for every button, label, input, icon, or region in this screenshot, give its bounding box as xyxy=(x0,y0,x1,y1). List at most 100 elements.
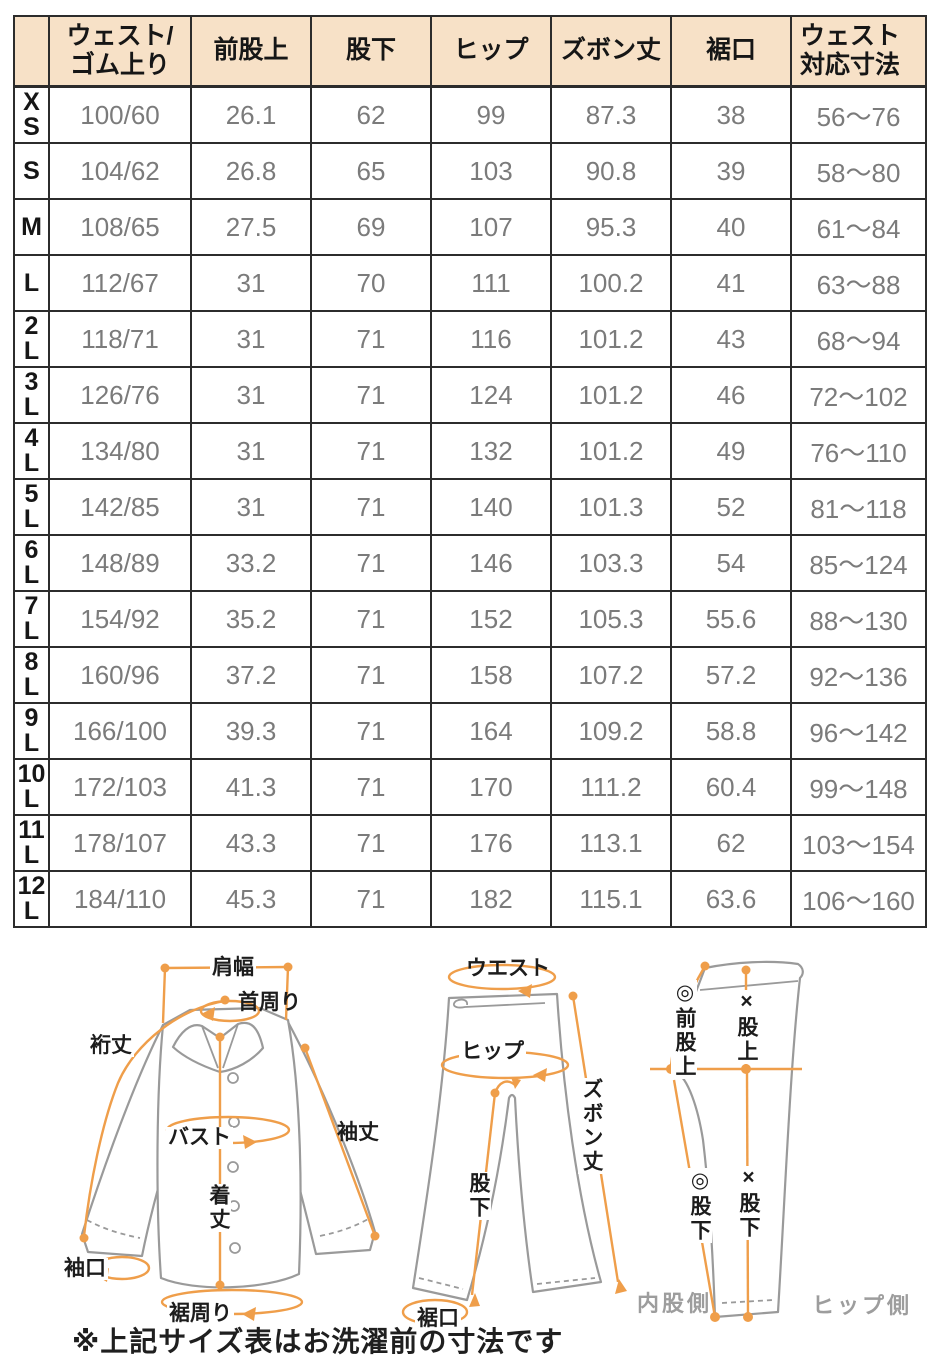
size-value-cell: 142/85 xyxy=(48,478,192,536)
size-value-cell: 88～130 xyxy=(790,590,927,648)
size-value-cell: 90.8 xyxy=(550,142,672,200)
label-shoulder-width: 肩幅 xyxy=(210,956,256,980)
label-neck: 首周り xyxy=(238,991,301,1014)
label-front-rise: ◎前股上 xyxy=(671,980,698,1079)
label-inseam-front-side: ◎股下 xyxy=(686,1168,713,1243)
label-yuki: 裄丈 xyxy=(88,1034,134,1058)
size-value-cell: 31 xyxy=(190,310,312,368)
size-value-cell: 116 xyxy=(430,310,552,368)
size-value-cell: 58～80 xyxy=(790,142,927,200)
size-value-cell: 152 xyxy=(430,590,552,648)
size-value-cell: 118/71 xyxy=(48,310,192,368)
table-row: M 108/65 27.5 69 107 95.3 40 61～84 xyxy=(13,198,927,256)
size-value-cell: 126/76 xyxy=(48,366,192,424)
column-header: 前股上 xyxy=(190,15,312,88)
size-value-cell: 104/62 xyxy=(48,142,192,200)
table-row: 6 L 148/89 33.2 71 146 103.3 54 85～124 xyxy=(13,534,927,592)
size-value-cell: 111.2 xyxy=(550,758,672,816)
size-value-cell: 146 xyxy=(430,534,552,592)
label-bust: バスト xyxy=(166,1126,233,1150)
size-value-cell: 55.6 xyxy=(670,590,792,648)
table-row: 5 L 142/85 31 71 140 101.3 52 81～118 xyxy=(13,478,927,536)
size-value-cell: 160/96 xyxy=(48,646,192,704)
size-value-cell: 56～76 xyxy=(790,85,927,144)
size-value-cell: 113.1 xyxy=(550,814,672,872)
size-value-cell: 58.8 xyxy=(670,702,792,760)
size-value-cell: 103～154 xyxy=(790,814,927,872)
pants-front-measure-diagram xyxy=(401,963,627,1326)
size-label: 10 L xyxy=(13,758,50,816)
size-value-cell: 26.1 xyxy=(190,85,312,144)
size-value-cell: 100/60 xyxy=(48,85,192,144)
size-value-cell: 112/67 xyxy=(48,254,192,312)
size-value-cell: 71 xyxy=(310,646,432,704)
size-value-cell: 140 xyxy=(430,478,552,536)
size-value-cell: 71 xyxy=(310,758,432,816)
size-value-cell: 101.2 xyxy=(550,310,672,368)
size-label: 11 L xyxy=(13,814,50,872)
size-label: S xyxy=(13,142,50,200)
label-sleeve-length: 袖丈 xyxy=(337,1121,379,1144)
size-value-cell: 124 xyxy=(430,366,552,424)
size-value-cell: 40 xyxy=(670,198,792,256)
column-header xyxy=(13,15,50,88)
size-value-cell: 54 xyxy=(670,534,792,592)
size-value-cell: 105.3 xyxy=(550,590,672,648)
table-row: 3 L 126/76 31 71 124 101.2 46 72～102 xyxy=(13,366,927,424)
label-waist: ウエスト xyxy=(466,957,550,980)
size-value-cell: 95.3 xyxy=(550,198,672,256)
size-label: L xyxy=(13,254,50,312)
table-row: 4 L 134/80 31 71 132 101.2 49 76～110 xyxy=(13,422,927,480)
size-value-cell: 101.2 xyxy=(550,422,672,480)
size-label: M xyxy=(13,198,50,256)
size-value-cell: 107 xyxy=(430,198,552,256)
column-header: ウェスト/ゴム上り xyxy=(48,15,192,88)
label-body-length: 着丈 xyxy=(205,1184,232,1232)
size-value-cell: 76～110 xyxy=(790,422,927,480)
size-value-cell: 62 xyxy=(670,814,792,872)
size-value-cell: 101.3 xyxy=(550,478,672,536)
size-value-cell: 65 xyxy=(310,142,432,200)
size-value-cell: 132 xyxy=(430,422,552,480)
table-row: 12 L 184/110 45.3 71 182 115.1 63.6 106～160 xyxy=(13,870,927,928)
size-value-cell: 164 xyxy=(430,702,552,760)
size-value-cell: 63.6 xyxy=(670,870,792,928)
column-header: 裾口 xyxy=(670,15,792,88)
size-value-cell: 71 xyxy=(310,422,432,480)
table-row: 2 L 118/71 31 71 116 101.2 43 68～94 xyxy=(13,310,927,368)
size-label: 12 L xyxy=(13,870,50,928)
size-value-cell: 87.3 xyxy=(550,85,672,144)
table-row: 11 L 178/107 43.3 71 176 113.1 62 103～154 xyxy=(13,814,927,872)
size-value-cell: 61～84 xyxy=(790,198,927,256)
size-value-cell: 92～136 xyxy=(790,646,927,704)
table-body: X S 100/60 26.1 62 99 87.3 38 56～76 S 104/62 26.8 65… xyxy=(13,85,927,928)
size-value-cell: 26.8 xyxy=(190,142,312,200)
label-hip: ヒップ xyxy=(459,1040,526,1064)
size-value-cell: 103.3 xyxy=(550,534,672,592)
size-value-cell: 107.2 xyxy=(550,646,672,704)
column-header: ヒップ xyxy=(430,15,552,88)
size-value-cell: 178/107 xyxy=(48,814,192,872)
size-value-cell: 39.3 xyxy=(190,702,312,760)
size-value-cell: 46 xyxy=(670,366,792,424)
label-hem-around: 裾周り xyxy=(167,1302,234,1326)
column-header: ズボン丈 xyxy=(550,15,672,88)
size-value-cell: 99～148 xyxy=(790,758,927,816)
size-value-cell: 111 xyxy=(430,254,552,312)
label-pants-length: ズボン丈 xyxy=(578,1078,605,1174)
size-value-cell: 85～124 xyxy=(790,534,927,592)
size-value-cell: 71 xyxy=(310,534,432,592)
table-row: 8 L 160/96 37.2 71 158 107.2 57.2 92～136 xyxy=(13,646,927,704)
size-value-cell: 31 xyxy=(190,254,312,312)
size-value-cell: 158 xyxy=(430,646,552,704)
table-row: 10 L 172/103 41.3 71 170 111.2 60.4 99～148 xyxy=(13,758,927,816)
label-hip-side: ヒップ側 xyxy=(812,1293,913,1318)
size-value-cell: 71 xyxy=(310,814,432,872)
size-value-cell: 57.2 xyxy=(670,646,792,704)
